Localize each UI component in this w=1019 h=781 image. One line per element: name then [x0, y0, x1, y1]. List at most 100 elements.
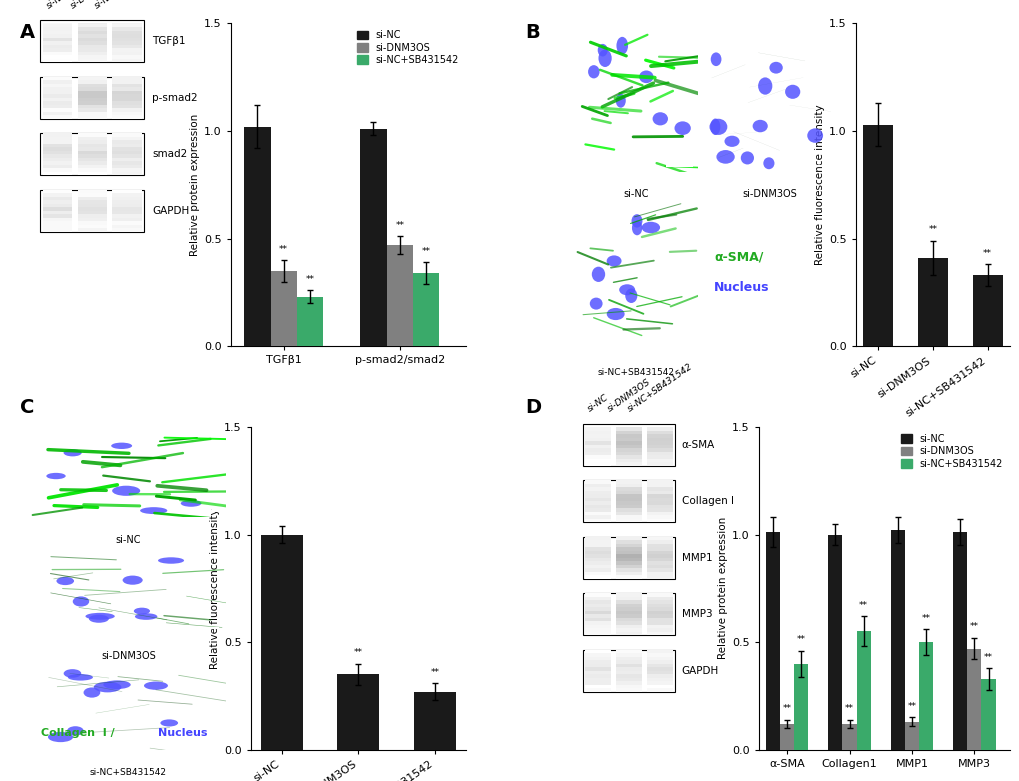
Legend: si-NC, si-DNM3OS, si-NC+SB431542: si-NC, si-DNM3OS, si-NC+SB431542	[355, 28, 461, 67]
Ellipse shape	[72, 597, 89, 607]
Bar	[615, 555, 641, 558]
Bar	[585, 685, 610, 688]
Bar	[646, 632, 672, 635]
Bar	[827, 534, 842, 750]
Bar	[112, 23, 142, 27]
Bar	[646, 671, 672, 674]
Bar	[112, 30, 142, 34]
Bar	[585, 512, 610, 515]
Bar	[43, 109, 72, 112]
Bar	[77, 37, 107, 41]
Bar	[112, 161, 142, 165]
Bar	[585, 515, 610, 519]
Bar	[585, 444, 610, 448]
Text: p-smad2: p-smad2	[152, 93, 198, 102]
Bar	[615, 444, 641, 448]
Bar	[585, 490, 610, 494]
Bar	[646, 455, 672, 458]
Bar	[585, 508, 610, 512]
Bar	[77, 204, 107, 207]
Ellipse shape	[180, 500, 202, 507]
Bar	[646, 458, 672, 462]
Text: A: A	[20, 23, 36, 42]
Bar	[615, 455, 641, 458]
Bar	[585, 487, 610, 490]
Bar	[615, 628, 641, 632]
Bar	[585, 660, 610, 664]
Bar	[615, 544, 641, 547]
Bar	[646, 594, 672, 597]
Ellipse shape	[768, 62, 782, 73]
Bar	[585, 568, 610, 572]
Bar	[615, 565, 641, 568]
Ellipse shape	[715, 150, 734, 164]
Bar	[585, 611, 610, 614]
Bar	[112, 95, 142, 98]
Bar	[77, 109, 107, 112]
Ellipse shape	[652, 112, 667, 126]
Bar	[43, 45, 72, 48]
Bar	[43, 105, 72, 109]
Bar	[585, 519, 610, 522]
Bar	[77, 27, 107, 30]
Bar	[43, 221, 72, 225]
Bar	[615, 512, 641, 515]
Bar	[646, 558, 672, 562]
Bar	[585, 664, 610, 667]
Bar	[646, 444, 672, 448]
Bar	[646, 490, 672, 494]
Ellipse shape	[597, 44, 607, 56]
Bar	[615, 650, 641, 653]
Bar	[585, 555, 610, 558]
Bar	[585, 437, 610, 441]
Bar	[112, 154, 142, 158]
Bar	[794, 664, 808, 750]
Bar	[112, 20, 142, 23]
Bar	[585, 671, 610, 674]
Ellipse shape	[757, 77, 771, 95]
Bar	[112, 84, 142, 87]
Bar	[77, 20, 107, 23]
Bar	[77, 105, 107, 109]
Bar	[615, 597, 641, 600]
Bar	[112, 112, 142, 115]
Bar	[646, 512, 672, 515]
Bar	[646, 480, 672, 483]
Text: MMP3: MMP3	[681, 609, 711, 619]
Bar	[585, 501, 610, 505]
Ellipse shape	[631, 214, 642, 227]
Bar	[585, 505, 610, 508]
Bar	[585, 604, 610, 607]
Bar	[585, 674, 610, 678]
Bar	[646, 547, 672, 551]
Bar	[615, 618, 641, 621]
Text: MMP1: MMP1	[681, 553, 711, 562]
Text: si-NC: si-NC	[115, 534, 141, 544]
Bar	[43, 37, 72, 41]
Bar	[77, 80, 107, 84]
Bar	[43, 98, 72, 102]
Bar	[585, 430, 610, 434]
Bar	[615, 508, 641, 512]
Text: **: **	[782, 704, 791, 713]
Bar	[43, 77, 72, 80]
Ellipse shape	[111, 443, 132, 449]
Bar	[112, 190, 142, 193]
Ellipse shape	[740, 152, 753, 165]
Bar	[43, 151, 72, 154]
Bar	[615, 575, 641, 579]
Bar	[646, 678, 672, 681]
Text: C: C	[20, 398, 35, 417]
Bar	[112, 37, 142, 41]
Bar	[77, 95, 107, 98]
Bar	[77, 151, 107, 154]
Ellipse shape	[140, 507, 167, 514]
Text: **: **	[983, 652, 993, 662]
Bar	[260, 534, 303, 750]
Bar	[646, 685, 672, 688]
Text: α-SMA: α-SMA	[681, 440, 714, 450]
Text: **: **	[982, 249, 991, 258]
Bar	[615, 625, 641, 628]
Text: **: **	[279, 244, 288, 254]
Bar	[615, 487, 641, 490]
